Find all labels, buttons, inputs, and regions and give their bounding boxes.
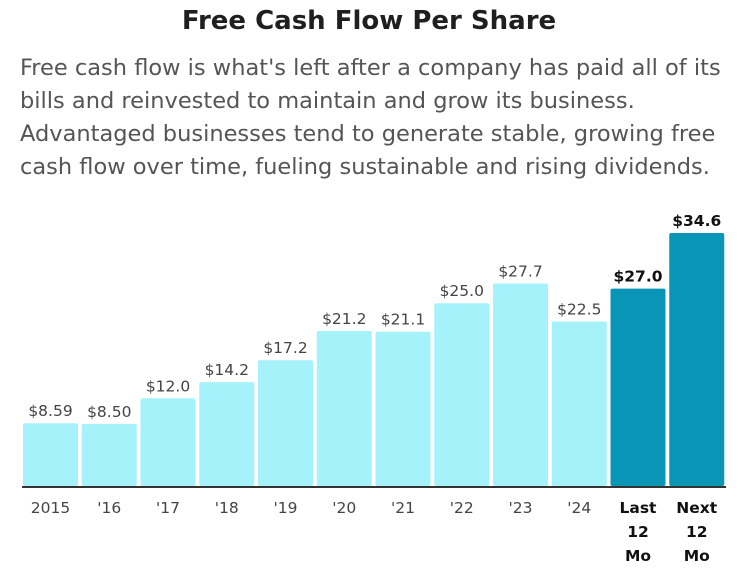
- chart-title: Free Cash Flow Per Share: [181, 6, 557, 36]
- bar-1: [81, 423, 137, 486]
- value-label-2: $12.0: [146, 377, 190, 395]
- x-tick-label-3: '18: [215, 499, 239, 517]
- bar-7: [434, 303, 490, 486]
- value-labels-group: $8.59 $8.50 $12.0 $14.2 $17.2 $21.2 $21.1 $25.0…: [28, 212, 721, 421]
- bar-2: [140, 398, 196, 486]
- bar-4: [258, 360, 313, 486]
- x-tick-label-5: '20: [332, 499, 356, 517]
- value-label-4: $17.2: [263, 339, 307, 357]
- value-label-3: $14.2: [205, 361, 249, 379]
- value-label-7: $25.0: [440, 282, 484, 300]
- bar-6: [375, 331, 431, 486]
- bar-11: [669, 233, 725, 486]
- x-tick-label-6: '21: [391, 499, 415, 517]
- x-tick-label-10: Last 12 Mo: [620, 499, 658, 565]
- x-tick-label-4: '19: [274, 499, 298, 517]
- value-label-0: $8.59: [28, 402, 72, 420]
- bar-3: [199, 382, 255, 486]
- value-label-10: $27.0: [613, 268, 662, 286]
- bar-5: [316, 330, 372, 486]
- bar-8: [493, 283, 548, 486]
- value-label-1: $8.50: [87, 403, 131, 421]
- chart-description: Free cash flow is what's left after a co…: [20, 55, 721, 180]
- bar-9: [551, 321, 607, 486]
- x-tick-labels-group: 2015 '16 '17 '18 '19 '20 '21 '22 '23 '24 Last 12 Mo N…: [31, 499, 718, 565]
- value-label-11: $34.6: [672, 212, 721, 230]
- bar-10: [610, 288, 666, 486]
- x-tick-label-7: '22: [450, 499, 474, 517]
- bars-group: [23, 233, 725, 486]
- x-tick-label-8: '23: [509, 499, 533, 517]
- x-tick-label-9: '24: [567, 499, 591, 517]
- value-label-6: $21.1: [381, 311, 425, 329]
- x-tick-label-1: '16: [97, 499, 121, 517]
- x-tick-label-2: '17: [156, 499, 180, 517]
- value-label-9: $22.5: [557, 300, 601, 318]
- bar-0: [23, 423, 78, 486]
- x-tick-label-0: 2015: [31, 499, 70, 517]
- value-label-8: $27.7: [498, 262, 542, 280]
- value-label-5: $21.2: [322, 310, 366, 328]
- x-tick-label-11: Next 12 Mo: [676, 499, 717, 565]
